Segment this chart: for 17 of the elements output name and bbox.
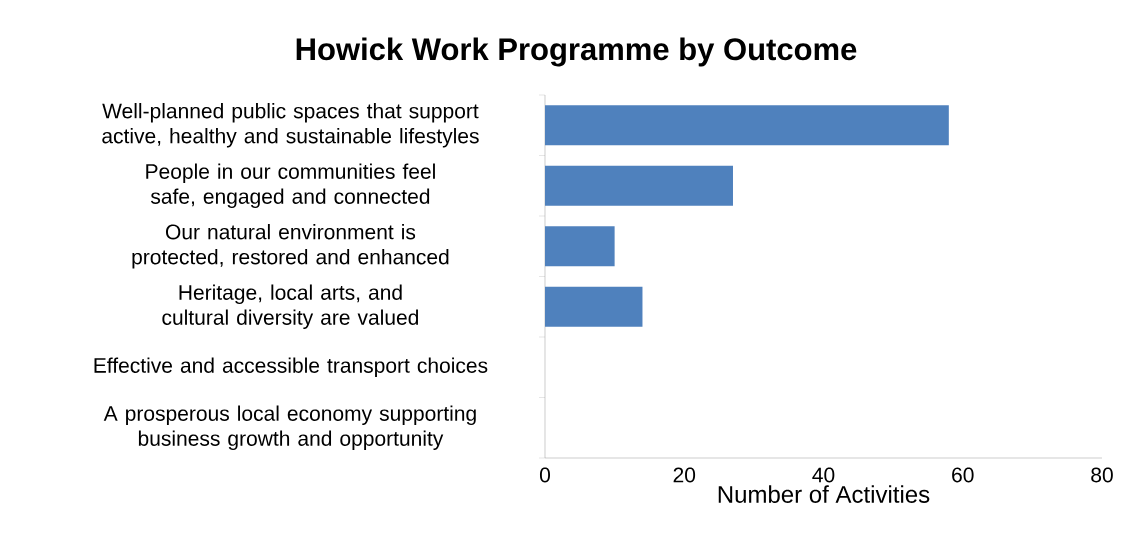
bar — [545, 286, 643, 327]
y-tick-label: Effective and accessible transport choices — [94, 357, 488, 378]
x-tick-label: 40 — [812, 467, 835, 483]
bar — [545, 165, 733, 206]
x-tick-label: 60 — [952, 467, 974, 483]
x-tick-label: 20 — [673, 467, 696, 483]
y-tick-label: A prosperous local economy supporting business growth and opportunity — [103, 405, 476, 451]
x-axis-title: Number of Activities — [718, 485, 930, 503]
y-tick-label: Well-planned public spaces that support active, healthy and sustainable lifestyles — [102, 102, 479, 148]
y-tick-label: People in our communities feel safe, engaged and connected — [146, 163, 435, 209]
x-tick-label: 80 — [1091, 467, 1113, 483]
y-tick-label: Heritage, local arts, and cultural diversity are valued — [162, 284, 419, 330]
bar — [545, 226, 615, 267]
bar — [545, 105, 949, 146]
chart-title: Howick Work Programme by Outcome — [296, 37, 857, 67]
x-tick-label: 0 — [539, 467, 551, 483]
y-tick-label: Our natural environment is protected, restored and enhanced — [132, 223, 449, 269]
